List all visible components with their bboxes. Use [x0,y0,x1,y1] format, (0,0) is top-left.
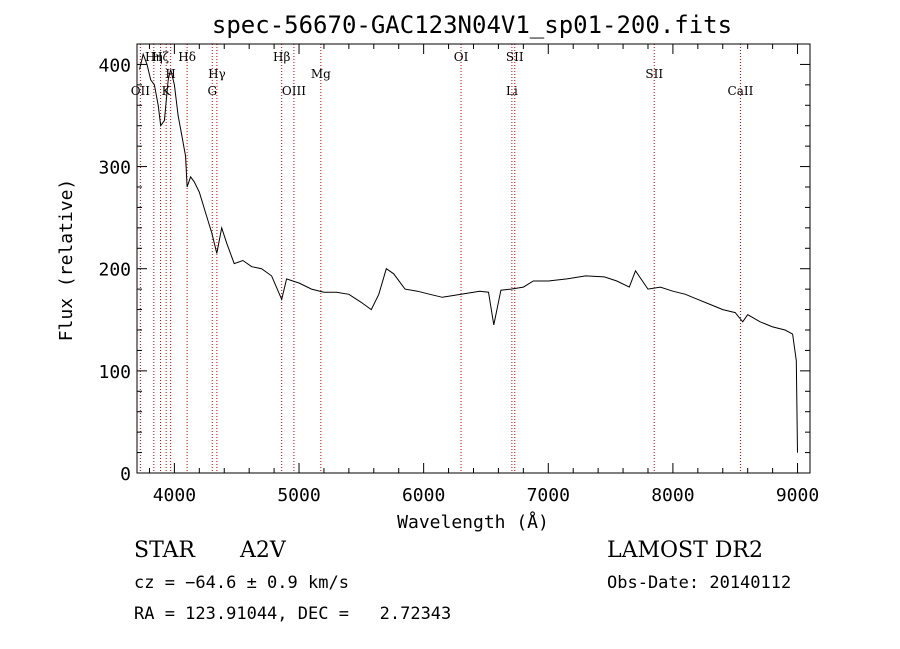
redshift-velocity: cz = −64.6 ± 0.9 km/s [134,573,349,593]
plot-frame [136,43,811,474]
line-marker-label: OI [454,50,469,64]
y-tick-label: 300 [98,158,131,179]
x-tick-label: 7000 [527,485,570,506]
coordinates: RA = 123.91044, DEC = 2.72343 [134,604,452,624]
line-marker-label: Hγ [208,67,226,81]
survey-name: LAMOST DR2 [607,538,763,563]
object-subclass: A2V [240,538,286,563]
line-marker-label: OII [131,84,151,98]
line-marker-label: G [207,84,217,98]
line-marker-label: Mg [311,67,331,81]
line-marker-label: Li [506,84,518,98]
y-tick-label: 100 [98,362,131,383]
line-marker-label: SII [506,50,524,64]
x-tick-label: 4000 [153,485,196,506]
y-tick-label: 200 [98,260,131,281]
y-tick-label: 0 [120,464,131,485]
line-marker-label: Hζ [152,50,169,64]
x-tick-label: 6000 [402,485,445,506]
spectrum-line [139,52,798,453]
chart-title: spec-56670-GAC123N04V1_sp01-200.fits [212,11,732,39]
x-tick-label: 5000 [277,485,320,506]
observation-date: Obs-Date: 20140112 [607,573,792,593]
line-marker-label: Hη [145,50,163,64]
x-tick-label: 8000 [651,485,694,506]
y-axis: 0 100 200 300 400 [98,43,810,485]
x-axis: 4000 5000 6000 7000 8000 9000 [148,44,819,506]
line-marker-label: SII [645,67,663,81]
x-tick-label: 9000 [776,485,819,506]
line-marker-label: H [165,67,175,81]
y-tick-label: 400 [98,55,131,76]
line-marker-label: CaII [728,84,754,98]
x-axis-label: Wavelength (Å) [397,511,549,533]
object-class: STAR [134,538,195,563]
line-marker-label: Hδ [178,50,196,64]
line-marker-label: Hβ [273,50,290,64]
y-axis-label: Flux (relative) [56,179,77,342]
line-marker-label: OIII [282,84,306,98]
